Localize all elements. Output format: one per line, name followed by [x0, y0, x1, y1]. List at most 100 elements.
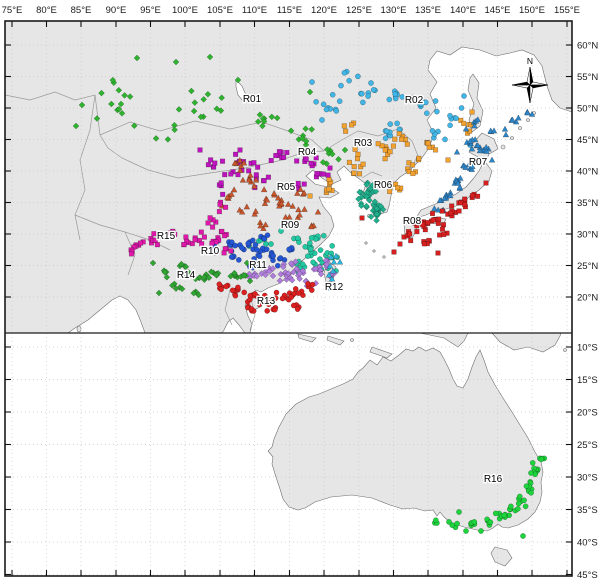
data-point	[191, 99, 199, 106]
data-point	[306, 240, 313, 246]
longitude-label: 130°E	[381, 5, 407, 16]
data-point	[270, 253, 277, 259]
data-point	[523, 483, 530, 489]
data-point	[356, 171, 363, 177]
data-point	[285, 270, 292, 277]
data-point	[447, 122, 453, 129]
region-r03-points	[307, 109, 475, 199]
data-point	[469, 163, 476, 170]
data-point	[475, 193, 481, 199]
data-point	[155, 289, 163, 297]
data-point	[261, 178, 267, 184]
data-point	[276, 149, 282, 155]
data-point	[404, 141, 410, 147]
data-point	[326, 262, 334, 269]
kuril-island	[518, 126, 522, 130]
longitude-label: 105°E	[207, 5, 233, 16]
data-point	[442, 136, 448, 143]
data-point	[359, 90, 365, 97]
data-point	[432, 517, 439, 524]
longitude-label: 75°E	[2, 5, 23, 16]
data-point	[236, 166, 244, 173]
data-point	[218, 286, 225, 293]
data-point	[249, 237, 256, 244]
data-point	[329, 267, 337, 274]
data-point	[301, 181, 307, 187]
data-point	[509, 116, 516, 123]
data-point	[239, 244, 245, 251]
data-point	[468, 122, 474, 128]
data-point	[294, 235, 301, 242]
data-point	[216, 281, 223, 288]
data-point	[469, 193, 476, 199]
latitude-label: 45°N	[577, 135, 598, 146]
data-point	[439, 208, 445, 214]
data-point	[392, 136, 398, 142]
data-point	[469, 109, 475, 115]
data-point	[115, 86, 123, 94]
data-point	[78, 101, 86, 109]
data-point	[272, 295, 279, 301]
data-point	[224, 193, 231, 200]
data-point	[449, 522, 456, 528]
data-point	[326, 176, 332, 182]
timor-island	[369, 346, 393, 359]
region-label-r04: R04	[298, 147, 317, 158]
data-point	[251, 256, 257, 262]
data-point	[200, 96, 208, 103]
longitude-label: 90°E	[106, 5, 127, 16]
region-label-r13: R13	[257, 296, 276, 307]
data-point	[219, 228, 225, 234]
data-point	[183, 234, 189, 240]
data-point	[237, 162, 245, 169]
data-point	[270, 189, 278, 196]
data-point	[538, 456, 545, 463]
data-point	[254, 247, 260, 253]
data-point	[172, 58, 180, 66]
data-point	[200, 273, 208, 281]
data-point	[218, 94, 226, 102]
data-point	[228, 190, 235, 197]
data-point	[325, 172, 331, 178]
data-point	[439, 226, 446, 232]
data-point	[263, 241, 269, 247]
region-r07-points	[431, 108, 536, 214]
data-point	[425, 140, 431, 146]
data-point	[290, 302, 297, 309]
data-point	[257, 222, 264, 229]
data-point	[217, 201, 223, 207]
data-point	[222, 233, 228, 239]
data-point	[109, 76, 117, 84]
data-point	[330, 258, 338, 265]
data-point	[247, 292, 254, 299]
data-point	[198, 229, 204, 235]
data-point	[252, 207, 260, 214]
data-point	[434, 206, 442, 213]
latitude-label: 25°S	[577, 440, 598, 451]
data-point	[253, 272, 261, 280]
data-point	[435, 250, 441, 256]
data-point	[474, 116, 482, 123]
data-point	[387, 121, 394, 127]
data-point	[528, 489, 534, 496]
data-point	[468, 165, 476, 172]
data-point	[212, 249, 218, 256]
data-point	[171, 126, 178, 134]
data-point	[312, 265, 319, 273]
data-point	[434, 108, 440, 115]
data-point	[329, 91, 336, 98]
data-point	[261, 235, 268, 242]
data-point	[441, 231, 447, 238]
region-label-r14: R14	[177, 270, 196, 281]
data-point	[447, 112, 453, 119]
data-point	[281, 154, 287, 160]
data-point	[317, 247, 324, 253]
data-point	[254, 118, 262, 125]
kuril-island	[510, 136, 514, 140]
region-label-r15: R15	[157, 231, 176, 242]
data-point	[326, 186, 332, 192]
data-point	[382, 147, 388, 153]
data-point	[418, 101, 425, 107]
longitude-label: 125°E	[346, 5, 372, 16]
